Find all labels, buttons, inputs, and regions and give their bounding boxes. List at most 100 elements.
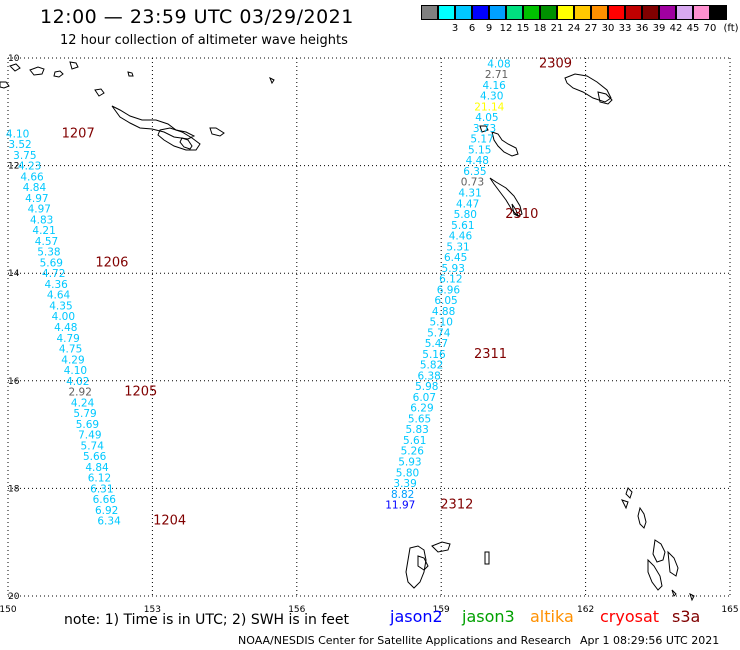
swh-value: 6.34 (97, 516, 121, 528)
swh-value: 4.35 (49, 300, 72, 312)
swh-value: 4.64 (47, 290, 71, 302)
swh-value: 4.16 (482, 80, 506, 92)
legend-label: 21 (550, 23, 564, 34)
lat-tick-label: 20 (8, 592, 20, 602)
legend-label: 3 (451, 23, 459, 34)
swh-value: 4.29 (61, 354, 84, 366)
time-label: 2311 (474, 347, 507, 362)
legend-label: 42 (669, 23, 683, 34)
swh-value: 4.97 (28, 204, 51, 216)
satellite-name: altika (530, 607, 574, 626)
track-time-labels: 1207 1206 1205 1204 2309 2310 2311 2312 (62, 56, 572, 528)
swh-value: 4.79 (56, 333, 79, 345)
swh-value: 5.38 (37, 247, 60, 259)
swh-value: 3.75 (13, 150, 36, 162)
swh-value: 5.61 (403, 435, 426, 447)
swh-value: 5.47 (425, 338, 448, 350)
swh-value: 6.29 (410, 403, 433, 415)
units-note: note: 1) Time is in UTC; 2) SWH is in fe… (64, 612, 350, 628)
swh-value: 5.16 (422, 349, 446, 361)
swh-value: 4.46 (449, 231, 473, 243)
legend-swatch (557, 5, 574, 20)
lat-tick-label: 16 (8, 377, 20, 387)
legend-swatch (421, 5, 438, 20)
lat-tick-label: 10 (8, 54, 20, 64)
swh-value: 4.24 (71, 397, 95, 409)
swh-value: 4.48 (466, 155, 489, 167)
swh-value: 5.82 (420, 360, 443, 372)
legend-swatch (540, 5, 557, 20)
swh-value: 6.12 (439, 274, 462, 286)
swh-value: 6.66 (93, 494, 117, 506)
swh-value: 4.36 (44, 279, 68, 291)
swh-value: 4.08 (487, 58, 510, 70)
generated-timestamp: Apr 1 08:29:56 UTC 2021 (580, 634, 720, 647)
lon-tick-label: 153 (144, 605, 161, 615)
legend-label: 24 (567, 23, 581, 34)
legend-label: 18 (533, 23, 547, 34)
swh-value: 4.05 (475, 112, 498, 124)
swh-value: 5.26 (401, 446, 425, 458)
grid-lines (7, 57, 731, 597)
swh-value: 4.47 (456, 198, 479, 210)
swh-value: 4.75 (59, 344, 82, 356)
lat-tick-label: 18 (8, 484, 20, 494)
legend-swatch (710, 5, 727, 20)
legend-swatch (659, 5, 676, 20)
credit-text: NOAA/NESDIS Center for Satellite Applica… (238, 634, 572, 647)
swh-value: 21.14 (474, 101, 504, 113)
swh-value: 4.84 (85, 462, 109, 474)
swh-value: 4.84 (23, 182, 47, 194)
swh-value: 4.48 (54, 322, 77, 334)
swh-value: 4.30 (480, 91, 503, 103)
time-label: 1204 (153, 514, 186, 529)
map-subtitle: 12 hour collection of altimeter wave hei… (60, 33, 348, 48)
legend-swatch (642, 5, 659, 20)
lon-tick-label: 156 (288, 605, 305, 615)
swh-value: 6.96 (437, 284, 461, 296)
swh-value: 5.98 (415, 381, 438, 393)
coastlines (0, 61, 695, 602)
swh-value: 5.80 (454, 209, 477, 221)
legend-swatch (693, 5, 710, 20)
legend-swatch (455, 5, 472, 20)
legend-swatch (472, 5, 489, 20)
time-label: 2310 (505, 207, 538, 222)
swh-value: 5.66 (83, 451, 107, 463)
swh-value: 4.10 (6, 128, 29, 140)
swh-value: 6.45 (444, 252, 467, 264)
legend-swatch (608, 5, 625, 20)
satellite-name: s3a (672, 607, 701, 626)
legend-label: 36 (635, 23, 649, 34)
swh-value: 5.31 (446, 241, 469, 253)
swh-value: 5.65 (408, 413, 431, 425)
swh-value: 4.10 (64, 365, 87, 377)
swh-value: 4.97 (25, 193, 48, 205)
legend-label: 9 (485, 23, 493, 34)
swh-value: 4.66 (20, 171, 44, 183)
legend-swatch (438, 5, 455, 20)
swh-value: 4.21 (32, 225, 55, 237)
map-title: 12:00 — 23:59 UTC 03/29/2021 (40, 6, 354, 28)
swh-value: 6.12 (88, 473, 111, 485)
legend-label: 39 (652, 23, 666, 34)
swh-value: 5.61 (451, 220, 474, 232)
satellite-name: jason3 (462, 607, 515, 626)
swh-value: 5.79 (73, 408, 96, 420)
satellite-name: jason2 (390, 607, 443, 626)
legend-label: 12 (499, 23, 513, 34)
swh-value: 5.17 (470, 134, 493, 146)
swh-value: 5.93 (398, 457, 421, 469)
legend-label: 30 (601, 23, 615, 34)
legend-unit: (ft) (723, 23, 739, 34)
swh-value: 8.82 (391, 489, 414, 501)
lon-tick-label: 162 (577, 605, 594, 615)
lon-tick-label: 150 (0, 605, 17, 615)
swh-value: 6.31 (90, 483, 113, 495)
swh-value: 5.80 (396, 467, 419, 479)
swh-value: 2.71 (485, 69, 508, 81)
swh-value: 3.39 (393, 478, 416, 490)
legend-swatch (506, 5, 523, 20)
swh-value: 5.74 (427, 327, 451, 339)
